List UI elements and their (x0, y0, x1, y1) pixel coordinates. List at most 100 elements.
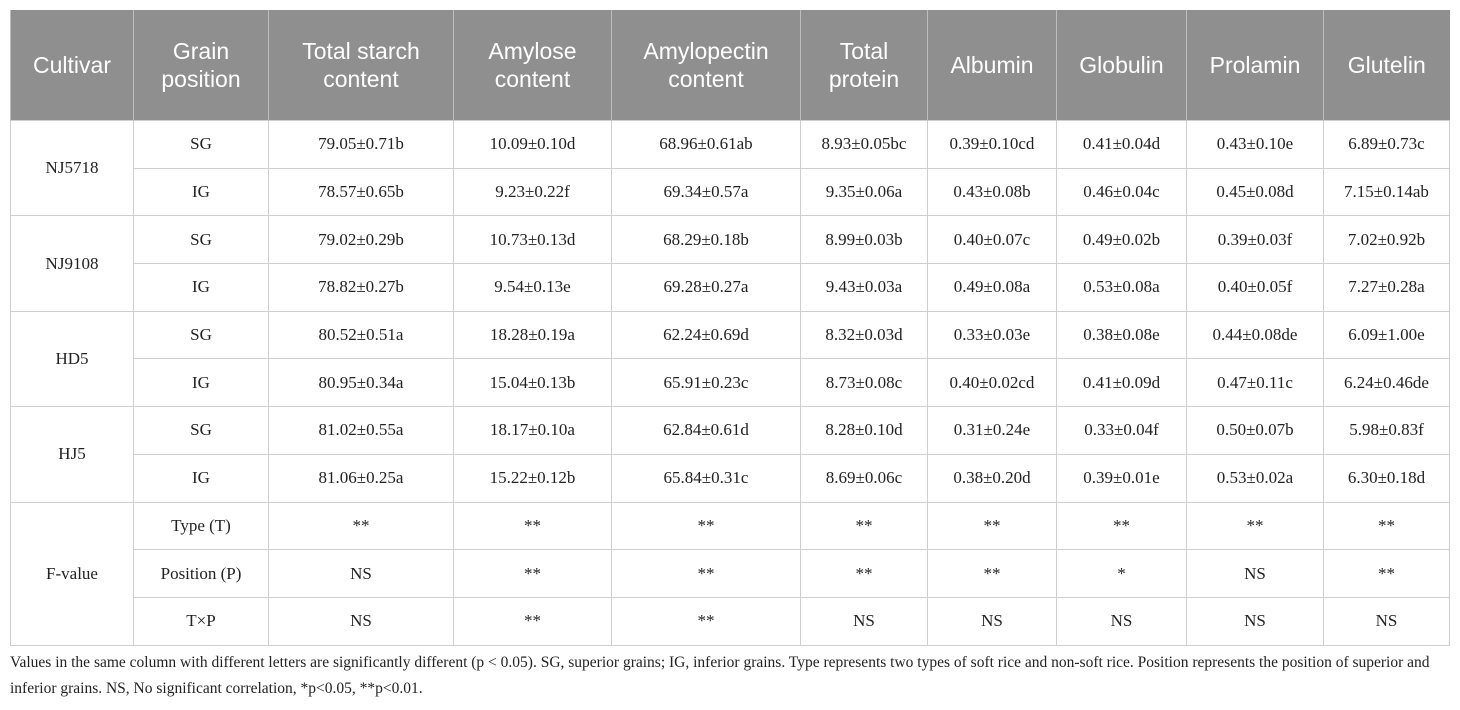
cell: ** (1323, 501, 1450, 551)
cell: 0.44±0.08de (1186, 310, 1324, 360)
column-header: Cultivar (10, 10, 134, 121)
cell: ** (268, 501, 454, 551)
cell: ** (1056, 501, 1187, 551)
cell: 8.28±0.10d (800, 406, 928, 455)
cell: ** (800, 501, 928, 551)
row-label: SG (133, 120, 269, 169)
cell: NS (1186, 549, 1324, 598)
group-label: NJ5718 (10, 119, 134, 217)
cell: 0.39±0.10cd (927, 120, 1057, 169)
cell: 0.53±0.08a (1056, 263, 1187, 312)
cell: 0.46±0.04c (1056, 167, 1187, 217)
cell: 9.23±0.22f (453, 167, 612, 217)
cell: 69.28±0.27a (611, 263, 801, 312)
row-label: IG (133, 263, 269, 312)
table-row: HD5 SG 80.52±0.51a 18.28±0.19a 62.24±0.69d 8.… (10, 310, 1450, 408)
cell: 10.73±0.13d (453, 215, 612, 265)
column-header: Amylopectin content (611, 10, 801, 121)
cell: 6.24±0.46de (1323, 358, 1450, 408)
row-label: T×P (133, 596, 269, 646)
cell: 0.43±0.10e (1186, 120, 1324, 169)
cell: 0.41±0.09d (1056, 358, 1187, 408)
cell: * (1056, 549, 1187, 598)
cell: 6.89±0.73c (1323, 120, 1450, 169)
table-row: Position (P) NS ** ** ** ** * NS ** (11, 549, 1450, 598)
row-label: SG (133, 310, 269, 360)
cell: 80.95±0.34a (268, 358, 454, 408)
cell: 0.39±0.01e (1056, 453, 1187, 503)
cell: 0.53±0.02a (1186, 453, 1324, 503)
group-label: NJ9108 (10, 215, 134, 312)
cell: 0.47±0.11c (1186, 358, 1324, 408)
cell: ** (927, 549, 1057, 598)
cell: 81.06±0.25a (268, 453, 454, 503)
table-row: F-value Type (T) ** ** ** ** ** ** ** ** (10, 501, 1450, 646)
cell: 0.38±0.20d (927, 453, 1057, 503)
cell: ** (453, 501, 612, 551)
cell: NS (800, 596, 928, 646)
cell: 68.29±0.18b (611, 215, 801, 265)
row-label: Type (T) (133, 501, 269, 551)
cell: ** (453, 596, 612, 646)
cell: 0.39±0.03f (1186, 215, 1324, 265)
column-header: Albumin (927, 10, 1057, 121)
cell: 78.82±0.27b (268, 263, 454, 312)
cell: 9.54±0.13e (453, 263, 612, 312)
table-row: T×P NS ** ** NS NS NS NS NS (11, 596, 1450, 646)
cell: NS (1186, 596, 1324, 646)
cell: 62.84±0.61d (611, 406, 801, 455)
cell: 81.02±0.55a (268, 406, 454, 455)
row-label: Position (P) (133, 549, 269, 598)
cell: 0.31±0.24e (927, 406, 1057, 455)
row-label: SG (133, 215, 269, 265)
cell: 18.17±0.10a (453, 406, 612, 455)
table-body: NJ5718 SG 79.05±0.71b 10.09±0.10d 68.96±0.61… (10, 119, 1450, 646)
cell: 0.50±0.07b (1186, 406, 1324, 455)
cell: 7.02±0.92b (1323, 215, 1450, 265)
row-label: SG (133, 406, 269, 455)
column-header: Total protein (800, 10, 928, 121)
table-row: IG 80.95±0.34a 15.04±0.13b 65.91±0.23c 8.73±… (11, 358, 1450, 408)
cell: 10.09±0.10d (453, 120, 612, 169)
column-header: Globulin (1056, 10, 1187, 121)
cell: 0.40±0.02cd (927, 358, 1057, 408)
cell: ** (611, 549, 801, 598)
group-label: HD5 (10, 310, 134, 408)
cell: 18.28±0.19a (453, 310, 612, 360)
footnote: Values in the same column with different… (10, 654, 1430, 697)
row-label: IG (133, 167, 269, 217)
cell: 0.41±0.04d (1056, 120, 1187, 169)
group-label: F-value (10, 501, 134, 646)
cell: 0.33±0.04f (1056, 406, 1187, 455)
data-table: Cultivar Grain position Total starch conte… (10, 10, 1450, 646)
cell: NS (268, 596, 454, 646)
cell: 5.98±0.83f (1323, 406, 1450, 455)
cell: 68.96±0.61ab (611, 120, 801, 169)
cell: 62.24±0.69d (611, 310, 801, 360)
cell: NS (927, 596, 1057, 646)
cell: ** (453, 549, 612, 598)
column-header: Amylose content (453, 10, 612, 121)
cell: ** (611, 596, 801, 646)
cell: 8.32±0.03d (800, 310, 928, 360)
cell: 15.22±0.12b (453, 453, 612, 503)
cell: ** (927, 501, 1057, 551)
column-header: Prolamin (1186, 10, 1324, 121)
table-row: HJ5 SG 81.02±0.55a 18.17±0.10a 62.84±0.61d 8.… (10, 406, 1450, 503)
cell: 79.05±0.71b (268, 120, 454, 169)
table-row: IG 81.06±0.25a 15.22±0.12b 65.84±0.31c 8.69±… (11, 453, 1450, 503)
cell: 8.69±0.06c (800, 453, 928, 503)
cell: ** (611, 501, 801, 551)
cell: 0.38±0.08e (1056, 310, 1187, 360)
row-label: IG (133, 453, 269, 503)
cell: 0.40±0.07c (927, 215, 1057, 265)
column-header: Glutelin (1323, 10, 1450, 121)
cell: 9.43±0.03a (800, 263, 928, 312)
column-header: Grain position (133, 10, 269, 121)
cell: NS (268, 549, 454, 598)
cell: ** (1323, 549, 1450, 598)
table-row: NJ9108 SG 79.02±0.29b 10.73±0.13d 68.29±0.18… (10, 215, 1450, 312)
row-label: IG (133, 358, 269, 408)
header-row: Cultivar Grain position Total starch conte… (10, 10, 1450, 121)
